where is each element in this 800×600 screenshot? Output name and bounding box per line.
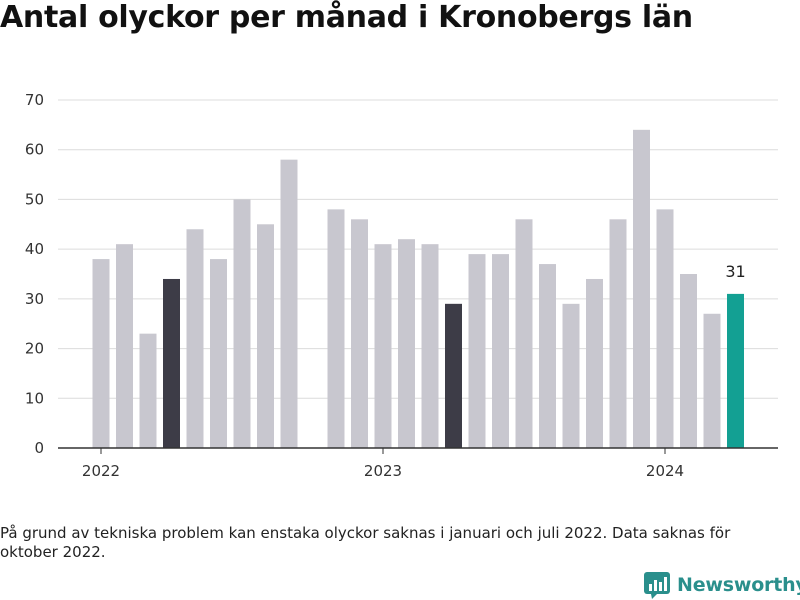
bar-2023-06 xyxy=(492,254,509,448)
bar-2022-05 xyxy=(186,229,204,448)
bars xyxy=(92,129,744,449)
bar-2023-07 xyxy=(515,219,533,448)
x-tick-label: 2024 xyxy=(646,462,684,480)
bar-2024-04 xyxy=(727,293,744,448)
newsworthy-logo-icon xyxy=(644,572,670,599)
bar-2023-01 xyxy=(374,244,392,448)
footnote: På grund av tekniska problem kan enstaka… xyxy=(0,524,731,561)
bar-2023-05 xyxy=(468,254,486,448)
x-tick-label: 2023 xyxy=(364,462,402,480)
y-tick-label: 0 xyxy=(34,439,44,457)
bar-2024-03 xyxy=(703,313,721,448)
bar-2022-03 xyxy=(139,333,157,448)
bar-2022-08 xyxy=(257,224,274,448)
chart-title: Antal olyckor per månad i Kronobergs län xyxy=(0,0,693,35)
bar-2023-10 xyxy=(586,278,603,448)
bar-chart: 31 0 10 20 30 40 50 60 70 2022 2023 2024 xyxy=(25,91,778,480)
bar-2023-02 xyxy=(398,239,415,448)
bar-2022-02 xyxy=(116,244,133,448)
y-tick-label: 30 xyxy=(25,290,44,308)
bar-2023-11 xyxy=(609,219,627,448)
brand-logo[interactable]: Newsworthy xyxy=(643,570,800,600)
data-label: 31 xyxy=(725,262,745,281)
bar-2022-12 xyxy=(351,219,368,448)
bar-2022-04 xyxy=(163,278,180,448)
brand-name: Newsworthy xyxy=(677,574,800,596)
y-tick-label: 20 xyxy=(25,340,44,358)
bar-2023-08 xyxy=(539,264,556,448)
y-tick-label: 50 xyxy=(25,190,44,208)
bar-2022-09 xyxy=(280,159,298,448)
y-tick-label: 10 xyxy=(25,389,44,407)
bar-2022-07 xyxy=(233,199,251,448)
bar-2022-01 xyxy=(92,259,110,448)
x-axis: 2022 2023 2024 xyxy=(82,448,684,480)
bar-2023-03 xyxy=(421,244,439,448)
bar-2024-02 xyxy=(680,274,697,448)
bar-2024-01 xyxy=(656,209,674,448)
y-tick-label: 40 xyxy=(25,240,44,258)
bar-2023-09 xyxy=(562,303,580,448)
bar-2023-12 xyxy=(633,129,650,449)
x-tick-label: 2022 xyxy=(82,462,120,480)
data-labels: 31 xyxy=(725,262,745,281)
bar-2022-11 xyxy=(327,209,345,448)
y-tick-label: 70 xyxy=(25,91,44,109)
y-tick-label: 60 xyxy=(25,141,44,159)
y-axis: 0 10 20 30 40 50 60 70 xyxy=(25,91,44,457)
bar-2023-04 xyxy=(445,303,462,448)
bar-2022-06 xyxy=(210,259,227,448)
